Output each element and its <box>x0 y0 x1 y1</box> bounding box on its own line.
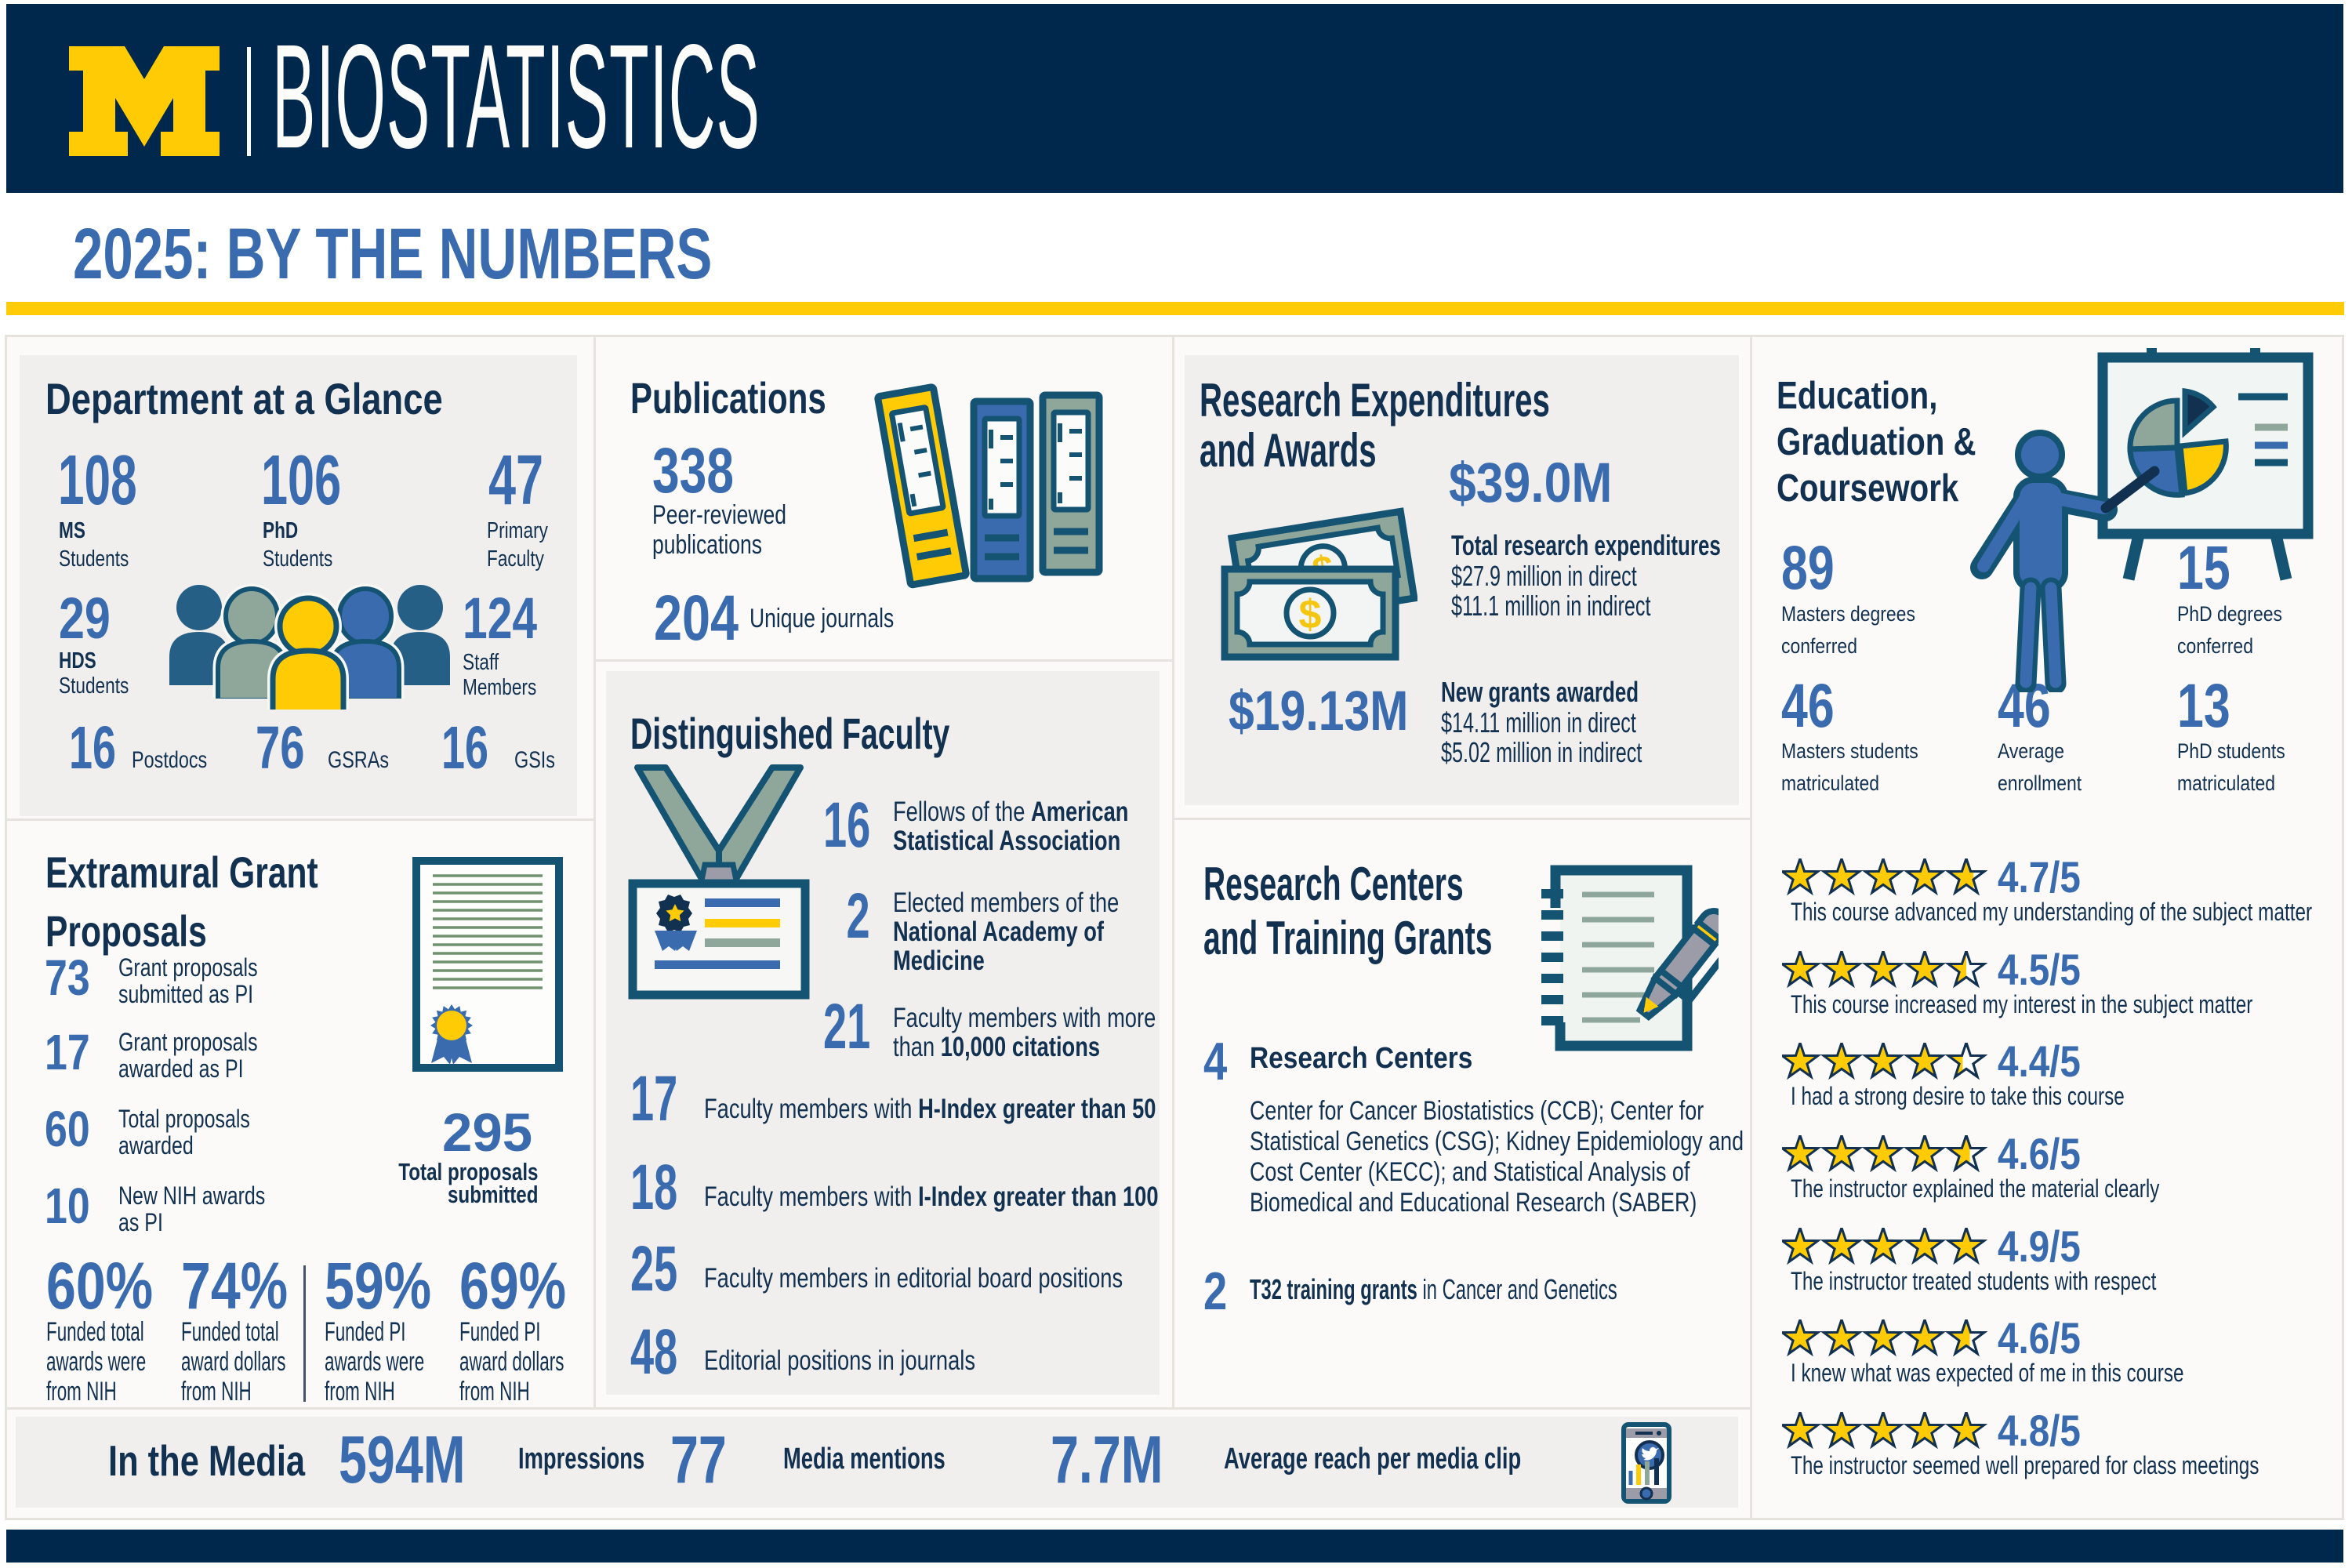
svg-text:$: $ <box>1299 592 1322 637</box>
